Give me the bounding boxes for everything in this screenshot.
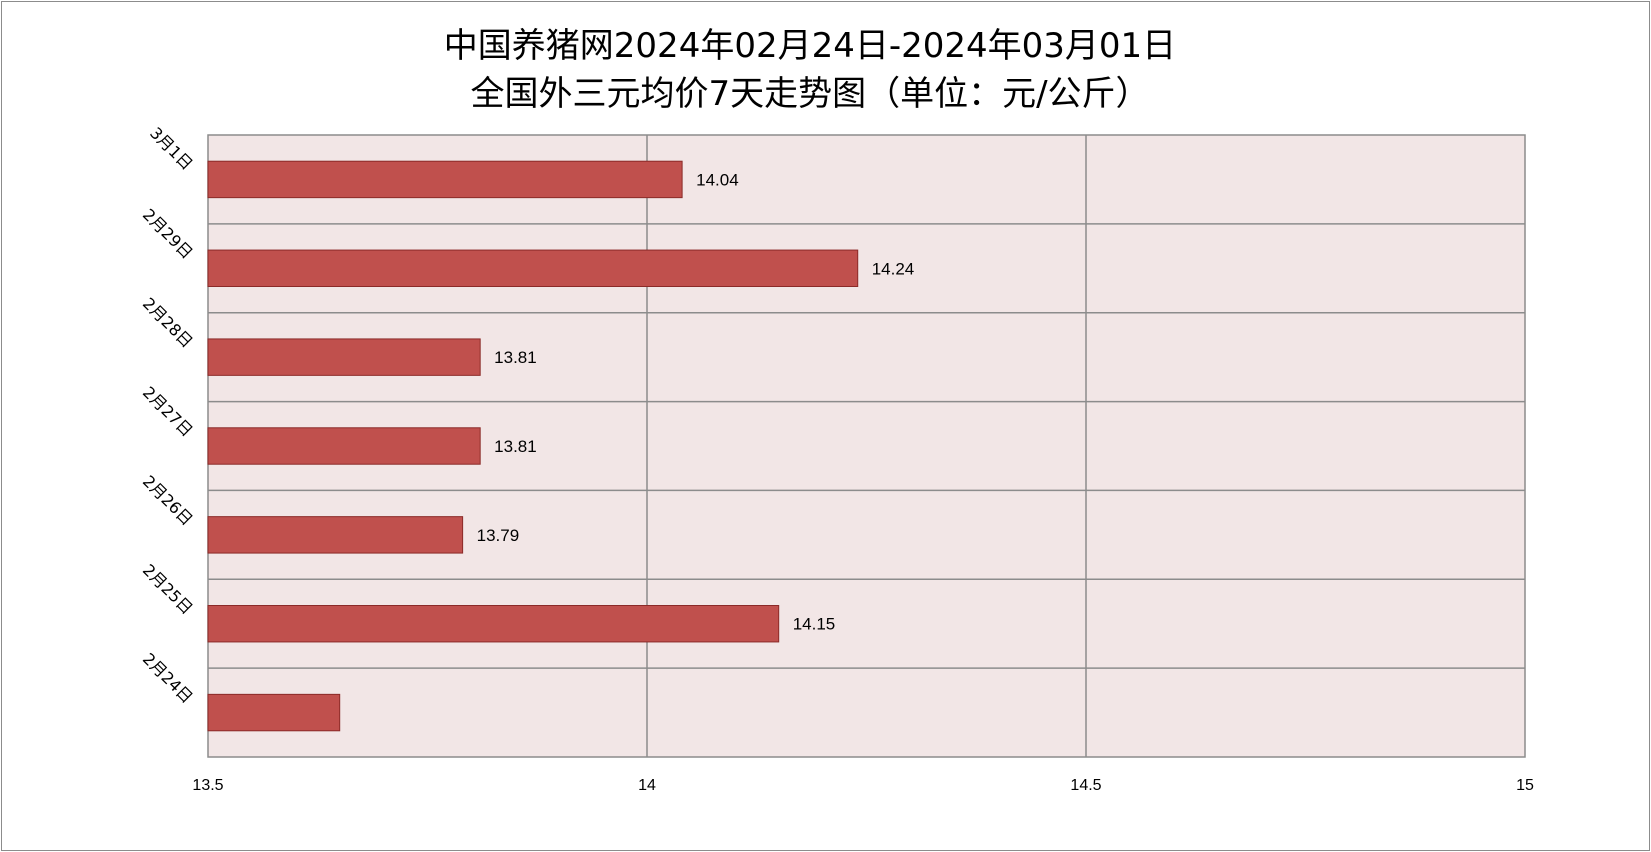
bars — [207, 160, 859, 732]
chart-title-line1: 中国养猪网2024年02月24日-2024年03月01日 — [443, 26, 1177, 66]
category-label: 2月24日 — [139, 649, 197, 707]
bar — [207, 249, 859, 288]
data-label: 14.15 — [793, 615, 836, 634]
category-label: 2月27日 — [139, 383, 197, 441]
bar — [207, 427, 481, 465]
gridlines — [208, 135, 1525, 757]
bar — [207, 693, 341, 732]
x-tick-label: 15 — [1516, 777, 1534, 794]
bar — [207, 338, 481, 376]
category-label: 2月26日 — [139, 472, 197, 530]
data-label: 13.79 — [477, 526, 520, 545]
bar — [207, 604, 780, 643]
x-tick-label: 14 — [638, 777, 656, 794]
category-label: 2月25日 — [139, 560, 197, 618]
category-label: 3月1日 — [146, 123, 196, 173]
x-tick-label: 13.5 — [192, 777, 223, 794]
category-labels: 3月1日 2月29日 2月28日 2月27日 2月26日 2月25日 2月24日 — [139, 123, 197, 707]
data-labels: 14.04 14.24 13.81 13.81 13.79 14.15 — [477, 170, 915, 633]
category-label: 2月28日 — [139, 294, 197, 352]
category-label: 2月29日 — [139, 205, 197, 263]
x-tick-labels: 13.5 14 14.5 15 — [192, 777, 1534, 794]
data-label: 14.24 — [872, 259, 915, 278]
x-tick-label: 14.5 — [1070, 777, 1101, 794]
data-label: 14.04 — [696, 170, 739, 189]
data-label: 13.81 — [494, 437, 537, 456]
bar — [207, 160, 683, 199]
chart-title-line2: 全国外三元均价7天走势图（单位：元/公斤） — [470, 74, 1150, 114]
data-label: 13.81 — [494, 348, 537, 367]
bar — [207, 516, 464, 554]
